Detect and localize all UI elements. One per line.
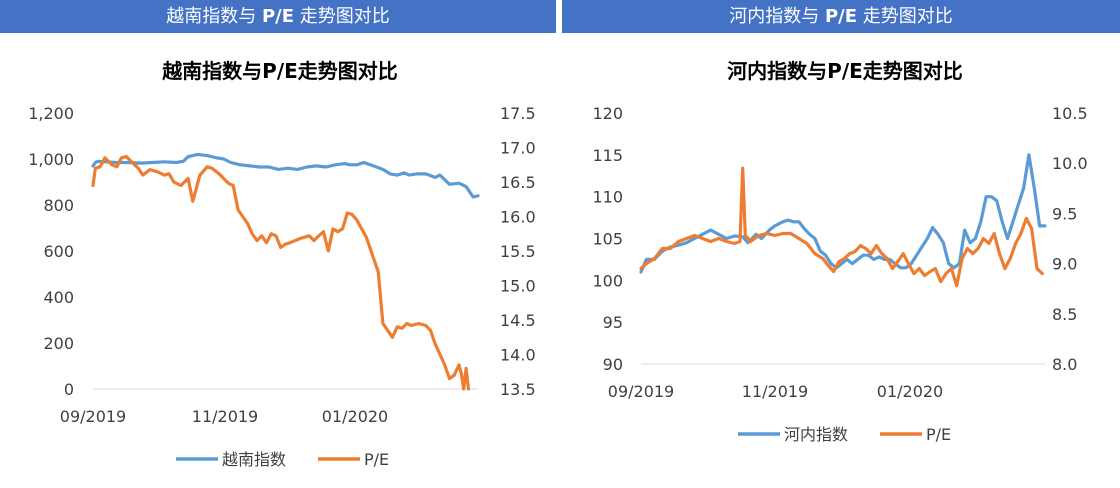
- x-tick-label: 01/2020: [322, 407, 388, 426]
- legend-right-pe-label: P/E: [926, 425, 951, 444]
- y-left-tick-label: 1,200: [28, 104, 74, 123]
- x-tick-label: 11/2019: [742, 382, 808, 401]
- y-right-tick-label: 14.0: [500, 346, 536, 365]
- y-right-tick-label: 17.0: [500, 139, 536, 158]
- y-right-tick-label: 8.5: [1052, 305, 1077, 324]
- y-right-tick-label: 10.0: [1052, 154, 1088, 173]
- banner-right: 河内指数与 P/E 走势图对比: [562, 0, 1120, 33]
- banner-left-bold: P/E: [261, 6, 295, 27]
- legend-left-index-label: 越南指数: [222, 450, 286, 469]
- charts-canvas: 越南指数与P/E走势图对比 0 200 400 600 800 1,000 1,200 13.…: [28, 59, 1087, 469]
- y-right-tick-label: 14.5: [500, 311, 536, 330]
- y-left-tick-label: 90: [603, 355, 623, 374]
- x-tick-label: 01/2020: [877, 382, 943, 401]
- y-right-tick-label: 13.5: [500, 380, 536, 399]
- chart-right-legend: 河内指数 P/E: [738, 425, 951, 444]
- y-right-tick-label: 9.5: [1052, 204, 1077, 223]
- pe-series-line: [639, 166, 1044, 288]
- y-left-tick-label: 110: [592, 188, 623, 207]
- index-series-line: [91, 152, 480, 199]
- legend-right-index-label: 河内指数: [784, 425, 848, 444]
- chart-left-plot: 0 200 400 600 800 1,000 1,200 13.5 14.0 14.5 15.0 1…: [28, 104, 535, 426]
- y-right-tick-label: 16.5: [500, 173, 536, 192]
- y-left-tick-label: 105: [592, 230, 623, 249]
- y-right-tick-label: 17.5: [500, 104, 536, 123]
- banner-left-prefix: 越南指数与: [166, 6, 262, 27]
- y-left-tick-label: 1,000: [28, 150, 74, 169]
- y-left-tick-label: 100: [592, 271, 623, 290]
- y-left-tick-label: 120: [592, 104, 623, 123]
- banner-left-suffix: 走势图对比: [294, 6, 390, 27]
- legend-left-pe-label: P/E: [364, 450, 389, 469]
- y-right-tick-label: 8.0: [1052, 355, 1077, 374]
- y-left-tick-label: 200: [43, 334, 74, 353]
- x-tick-label: 09/2019: [608, 382, 674, 401]
- y-right-tick-label: 9.0: [1052, 255, 1077, 274]
- y-left-tick-label: 800: [43, 196, 74, 215]
- x-tick-label: 11/2019: [192, 407, 258, 426]
- index-series-line: [639, 153, 1047, 274]
- chart-left-legend: 越南指数 P/E: [176, 450, 389, 469]
- banner-right-bold: P/E: [824, 6, 858, 27]
- y-right-tick-label: 15.0: [500, 277, 536, 296]
- pe-series-line: [91, 154, 471, 391]
- y-left-tick-label: 600: [43, 242, 74, 261]
- y-left-tick-label: 400: [43, 288, 74, 307]
- y-left-tick-label: 95: [603, 313, 623, 332]
- y-left-tick-label: 0: [64, 380, 74, 399]
- banner-right-suffix: 走势图对比: [857, 6, 953, 27]
- y-left-tick-label: 115: [592, 146, 623, 165]
- x-tick-label: 09/2019: [60, 407, 126, 426]
- banner-right-prefix: 河内指数与: [729, 6, 825, 27]
- chart-right-title: 河内指数与P/E走势图对比: [727, 59, 963, 83]
- y-right-tick-label: 10.5: [1052, 104, 1088, 123]
- chart-right-plot: 90 95 100 105 110 115 120 8.0 8.5 9.0 9.5 10.0 10.5 0…: [592, 104, 1087, 401]
- y-right-tick-label: 16.0: [500, 208, 536, 227]
- chart-left-title: 越南指数与P/E走势图对比: [161, 59, 398, 83]
- y-right-tick-label: 15.5: [500, 242, 536, 261]
- banner-left: 越南指数与 P/E 走势图对比: [0, 0, 556, 33]
